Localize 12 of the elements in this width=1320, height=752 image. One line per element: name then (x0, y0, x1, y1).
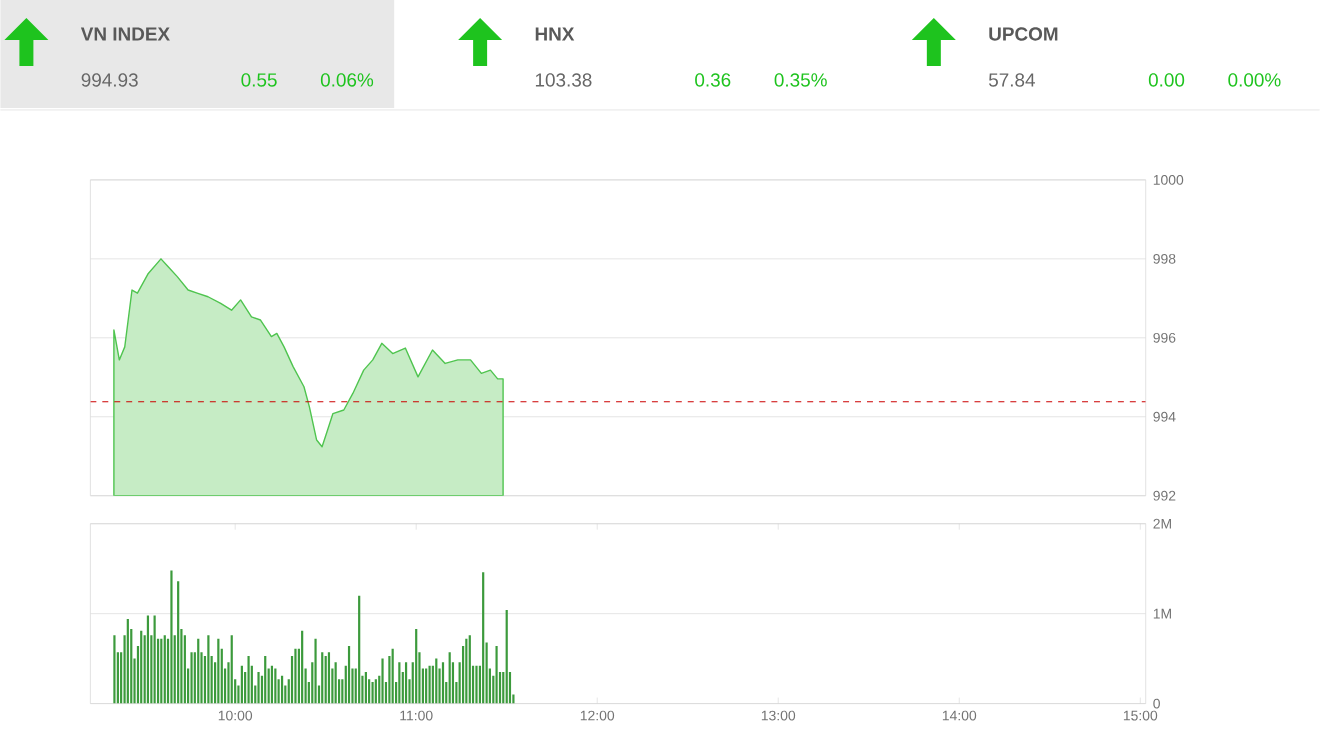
text: 994.93 (81, 73, 138, 87)
text: UPCOM (989, 27, 1058, 41)
text: 0.36 (695, 73, 731, 87)
text: 0.55 (241, 73, 277, 87)
text: VN INDEX (80, 27, 170, 41)
text: 0.35% (774, 73, 827, 87)
text: 103.38 (535, 73, 592, 87)
text: 0.00% (1228, 73, 1281, 87)
text: 0.00 (1148, 73, 1185, 87)
text: HNX (535, 27, 575, 41)
text: 0.06% (320, 73, 374, 87)
text: 57.84 (988, 73, 1035, 87)
